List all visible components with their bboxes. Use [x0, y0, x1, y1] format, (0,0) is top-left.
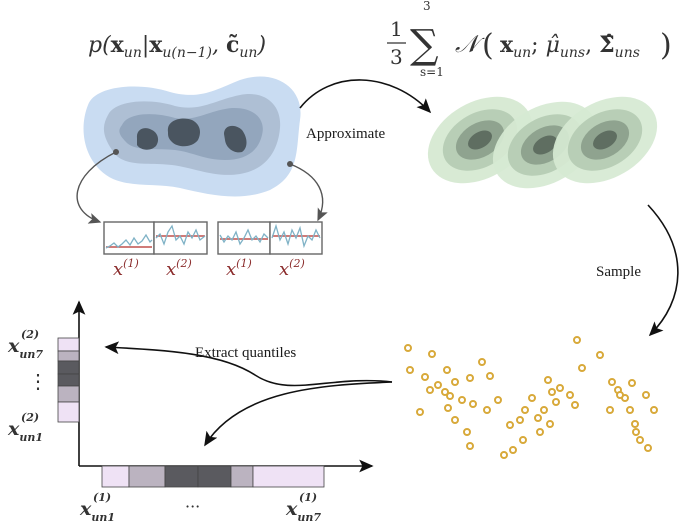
conditional-density-plot: [83, 76, 301, 197]
sample-point: [578, 364, 586, 372]
sample-scatter: [404, 336, 658, 459]
sample-point: [642, 391, 650, 399]
sample-point: [573, 336, 581, 344]
svg-text:): ): [660, 28, 672, 63]
svg-text:3: 3: [423, 0, 431, 13]
approximate-label: Approximate: [306, 126, 385, 142]
conditional-density-formula: p(xun|xu(n−1), c̃un): [88, 32, 266, 61]
series-label-2: x(2): [166, 257, 192, 280]
sample-point: [443, 366, 451, 374]
svg-text:∑: ∑: [410, 22, 439, 68]
sample-arrow: [647, 204, 679, 337]
sample-point: [636, 436, 644, 444]
sample-point: [534, 414, 542, 422]
svg-text:xun; μ̂uns, Σ̂uns: xun; μ̂uns, Σ̂uns: [500, 32, 640, 61]
y-quantile-top-label: xun7(2): [7, 328, 43, 361]
sample-point: [416, 408, 424, 416]
sample-point: [521, 406, 529, 414]
x-quantile-left-label: xun1(1): [79, 491, 115, 524]
sample-point: [486, 372, 494, 380]
sample-point: [428, 350, 436, 358]
sample-point: [483, 406, 491, 414]
approximate-arrow: [299, 79, 432, 114]
gaussian-mixture-plot: [427, 96, 658, 189]
series-label-1: x(1): [113, 257, 139, 280]
sample-point: [631, 420, 639, 428]
sample-point: [478, 358, 486, 366]
sample-point: [546, 420, 554, 428]
quantile-axes: [72, 300, 374, 473]
sample-point: [404, 344, 412, 352]
sample-point: [444, 404, 452, 412]
sample-point: [406, 366, 414, 374]
sample-point: [469, 400, 477, 408]
sample-point: [519, 436, 527, 444]
sample-point: [451, 416, 459, 424]
sample-point: [556, 384, 564, 392]
y-quantile-dots: ⋮: [28, 369, 48, 393]
sample-point: [500, 451, 508, 459]
x-quantile-right-label: xun7(1): [285, 491, 321, 524]
x-quantile-strip: [101, 465, 325, 488]
series-panels: [103, 221, 323, 255]
mixture-formula: 1 3 3 ∑ s=1 𝒩 ( xun; μ̂uns, Σ̂uns ): [387, 0, 672, 79]
sample-point: [536, 428, 544, 436]
sample-point: [626, 406, 634, 414]
sample-point: [596, 351, 604, 359]
series-arrow-left: [76, 151, 117, 224]
sample-point: [451, 378, 459, 386]
sample-point: [552, 398, 560, 406]
svg-text:3: 3: [390, 45, 403, 69]
sample-point: [566, 391, 574, 399]
sample-point: [616, 391, 624, 399]
series-panel-1: [103, 221, 155, 255]
extract-arrow-upper: [104, 341, 393, 387]
sample-point: [644, 444, 652, 452]
y-quantile-strip: [57, 337, 80, 423]
sample-point: [494, 396, 502, 404]
sample-point: [632, 428, 640, 436]
sample-point: [466, 374, 474, 382]
svg-text:𝒩: 𝒩: [455, 30, 485, 58]
sample-point: [506, 421, 514, 429]
series-label-3: x(1): [226, 257, 252, 280]
series-arrow-right: [289, 163, 328, 222]
svg-text:(: (: [482, 28, 494, 63]
sample-point: [548, 388, 556, 396]
sample-point: [540, 406, 548, 414]
sample-point: [458, 396, 466, 404]
sample-point: [650, 406, 658, 414]
svg-text:p(xun|xu(n−1), c̃un): p(xun|xu(n−1), c̃un): [88, 32, 266, 61]
sample-point: [509, 446, 517, 454]
sample-point: [528, 394, 536, 402]
series-label-4: x(2): [279, 257, 305, 280]
svg-text:s=1: s=1: [420, 65, 444, 79]
sample-point: [463, 428, 471, 436]
sample-point: [446, 392, 454, 400]
extract-label: Extract quantiles: [195, 345, 296, 361]
sample-label: Sample: [596, 264, 641, 280]
sample-point: [441, 388, 449, 396]
svg-text:1: 1: [390, 17, 403, 41]
sample-point: [544, 376, 552, 384]
sample-point: [571, 401, 579, 409]
sample-point: [421, 373, 429, 381]
y-quantile-bottom-label: xun1(2): [7, 411, 43, 444]
extract-arrow-lower: [204, 381, 393, 447]
sample-point: [516, 416, 524, 424]
sample-point: [606, 406, 614, 414]
sample-point: [426, 386, 434, 394]
x-quantile-dots: ···: [185, 497, 200, 516]
sample-point: [466, 442, 474, 450]
sample-point: [434, 381, 442, 389]
sample-point: [628, 379, 636, 387]
sample-point: [608, 378, 616, 386]
